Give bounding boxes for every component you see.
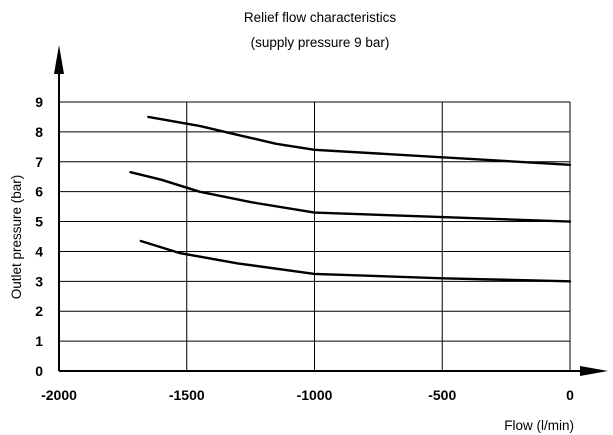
- y-tick-label-6: 6: [35, 184, 43, 200]
- x-tick-label-1: -1500: [169, 387, 205, 403]
- y-tick-label-8: 8: [35, 124, 43, 140]
- x-axis-label: Flow (l/min): [504, 418, 574, 433]
- y-tick-label-1: 1: [35, 333, 43, 349]
- x-tick-label-4: 0: [566, 387, 574, 403]
- y-tick-label-9: 9: [35, 94, 43, 110]
- chart-subtitle: (supply pressure 9 bar): [251, 35, 390, 50]
- y-tick-label-0: 0: [35, 363, 43, 379]
- series-line-2: [129, 170, 572, 223]
- x-axis-arrowhead: [580, 366, 608, 376]
- y-axis-label: Outlet pressure (bar): [9, 175, 24, 300]
- y-axis-arrowhead: [54, 45, 64, 74]
- series-lines: [129, 115, 572, 283]
- y-tick-label-3: 3: [35, 273, 43, 289]
- x-tick-label-3: -500: [428, 387, 456, 403]
- x-tick-label-2: -1000: [297, 387, 333, 403]
- series-line-1: [147, 115, 572, 167]
- series-line-3: [139, 239, 572, 283]
- y-tick-label-5: 5: [35, 214, 43, 230]
- grid-lines: [59, 101, 571, 371]
- axes: [54, 45, 608, 376]
- x-tick-label-0: -2000: [41, 387, 77, 403]
- y-tick-label-7: 7: [35, 154, 43, 170]
- axis-labels: Outlet pressure (bar) Flow (l/min): [9, 175, 574, 433]
- chart-title: Relief flow characteristics: [244, 10, 397, 25]
- y-tick-label-2: 2: [35, 303, 43, 319]
- tick-labels: 0 1 2 3 4 5 6 7 8 9 -2000 -1500 -1000 -500 0: [35, 94, 574, 403]
- y-tick-label-4: 4: [35, 243, 43, 259]
- chart-titles: Relief flow characteristics (supply pres…: [244, 10, 397, 50]
